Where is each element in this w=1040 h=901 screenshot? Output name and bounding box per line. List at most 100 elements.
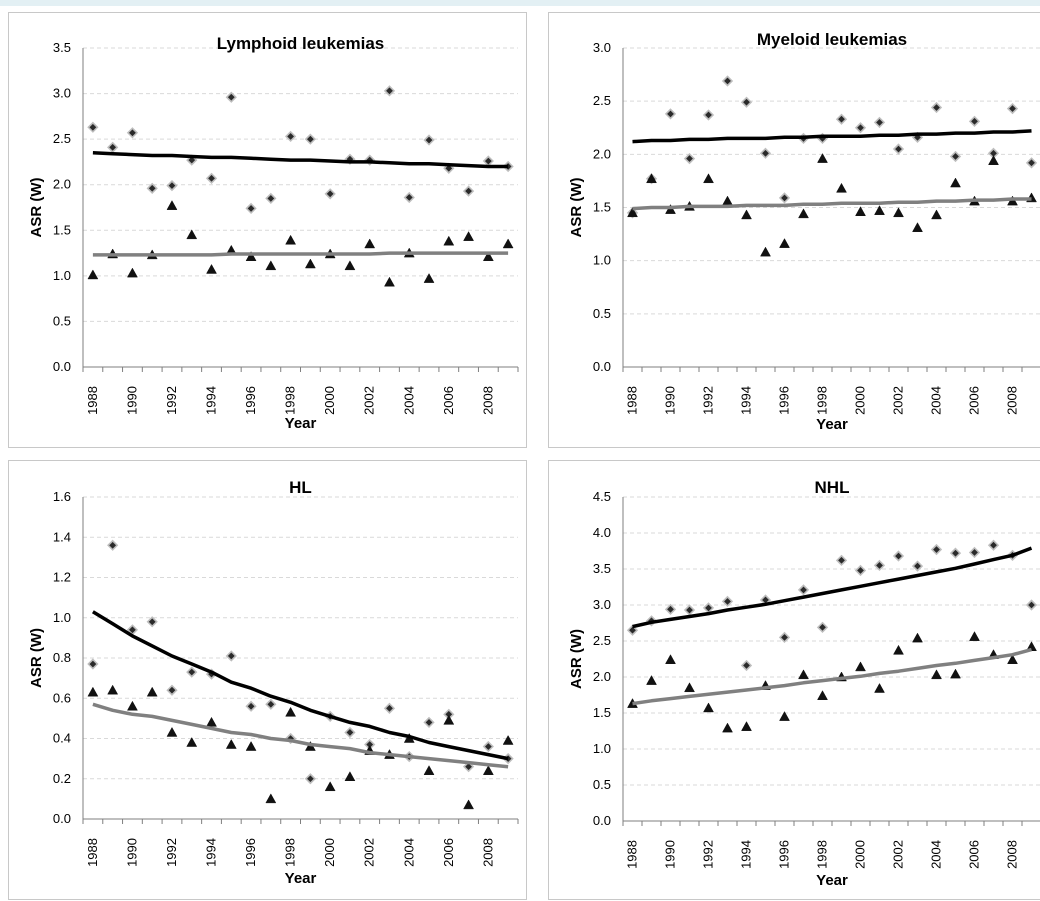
x-tick-label: 1988 bbox=[625, 840, 640, 869]
y-tick-label: 1.5 bbox=[593, 705, 611, 720]
diamond-point bbox=[664, 108, 677, 120]
triangle-point bbox=[186, 737, 198, 747]
diamond-point bbox=[968, 115, 981, 128]
y-tick-label: 1.0 bbox=[593, 741, 611, 756]
x-tick-label: 2000 bbox=[322, 386, 337, 415]
x-tick-label: 1990 bbox=[124, 838, 139, 867]
diamond-point bbox=[284, 130, 297, 143]
triangle-point bbox=[206, 716, 217, 727]
diamond-point bbox=[383, 702, 396, 714]
diamond-point bbox=[324, 188, 336, 200]
triangle-point bbox=[87, 686, 99, 697]
chart-panel-myeloid: 0.0 0.5 1.0 1.5 2.0 2.5 3.0 1988 1990 1992 1994 199… bbox=[548, 12, 1040, 448]
y-tick-label: 0.5 bbox=[593, 306, 611, 321]
diamond-point bbox=[186, 666, 198, 678]
x-tick-label: 2006 bbox=[441, 838, 456, 867]
y-tick-label: 2.5 bbox=[593, 633, 611, 648]
diamond-point bbox=[949, 547, 962, 559]
x-tick-label: 2004 bbox=[401, 838, 416, 867]
triangle-point bbox=[874, 205, 885, 215]
triangle-point bbox=[502, 238, 514, 249]
x-tick-label: 2004 bbox=[401, 386, 416, 415]
x-tick-label: 1998 bbox=[815, 840, 830, 869]
triangle-point bbox=[206, 263, 217, 274]
triangle-point bbox=[245, 251, 257, 261]
triangle-point bbox=[285, 706, 297, 717]
x-tick-label: 2006 bbox=[441, 386, 456, 415]
x-tick-label: 2006 bbox=[967, 840, 982, 869]
x-tick-label: 1988 bbox=[85, 386, 100, 415]
diamond-point bbox=[87, 658, 99, 670]
triangle-point bbox=[931, 669, 942, 680]
diamond-point bbox=[265, 698, 277, 710]
triangle-point bbox=[703, 173, 714, 184]
x-tick-label: 1992 bbox=[164, 386, 179, 415]
x-tick-label: 2008 bbox=[1005, 840, 1020, 869]
diamond-point bbox=[626, 624, 639, 636]
diamond-point bbox=[797, 584, 810, 596]
y-tick-label: 0.0 bbox=[53, 811, 71, 826]
triangle-point bbox=[166, 726, 178, 737]
diamond-point bbox=[854, 122, 867, 134]
triangle-point bbox=[502, 734, 514, 745]
y-tick-label: 1.2 bbox=[53, 570, 71, 585]
diamond-point bbox=[205, 172, 218, 184]
y-tick-label: 0.0 bbox=[593, 813, 611, 828]
diamond-point bbox=[740, 659, 753, 672]
triangle-point bbox=[265, 793, 277, 804]
triangle-point bbox=[423, 765, 435, 775]
trend-line bbox=[632, 197, 1032, 211]
triangle-point bbox=[87, 269, 99, 280]
x-tick-label: 1998 bbox=[283, 386, 298, 415]
diamond-point bbox=[702, 109, 715, 121]
y-tick-label: 1.0 bbox=[53, 268, 71, 283]
y-tick-label: 1.0 bbox=[593, 253, 611, 268]
diamond-point bbox=[740, 96, 753, 108]
triangle-point bbox=[127, 700, 138, 711]
y-tick-label: 2.0 bbox=[593, 146, 611, 161]
diamond-point bbox=[344, 726, 356, 739]
triangle-point bbox=[186, 229, 198, 240]
y-tick-label: 1.0 bbox=[53, 610, 71, 625]
diamond-point bbox=[778, 631, 791, 644]
chart-panel-hl: 0.0 0.2 0.4 0.6 0.8 1.0 1.2 1.4 1.6 1988 1990 1992 1… bbox=[8, 460, 527, 900]
triangle-point bbox=[817, 153, 828, 163]
triangle-point bbox=[443, 235, 455, 246]
triangle-point bbox=[855, 206, 866, 217]
diamond-point bbox=[873, 116, 886, 129]
trend-line bbox=[632, 546, 1033, 629]
y-tick-label: 4.0 bbox=[593, 525, 611, 540]
triangle-point bbox=[304, 258, 316, 269]
triangle-point bbox=[798, 208, 809, 219]
triangle-point bbox=[463, 231, 474, 241]
triangle-point bbox=[741, 721, 752, 731]
triangle-point bbox=[950, 668, 961, 679]
y-tick-label: 0.2 bbox=[53, 771, 71, 786]
triangle-point bbox=[423, 273, 435, 283]
diamond-point bbox=[225, 91, 237, 103]
diamond-point bbox=[721, 75, 734, 87]
x-tick-label: 1996 bbox=[777, 840, 792, 869]
triangle-point bbox=[443, 714, 455, 725]
diamond-point bbox=[892, 143, 905, 155]
triangle-point bbox=[127, 267, 138, 278]
trend-line bbox=[632, 647, 1032, 706]
diamond-point bbox=[835, 554, 848, 566]
y-tick-label: 1.6 bbox=[53, 489, 71, 504]
x-tick-label: 2000 bbox=[853, 840, 868, 869]
triangle-point bbox=[344, 260, 356, 271]
triangle-point bbox=[225, 739, 237, 749]
triangle-point bbox=[703, 702, 714, 713]
diamond-point bbox=[304, 133, 317, 145]
x-tick-label: 1994 bbox=[204, 386, 219, 415]
x-axis-title: Year bbox=[816, 872, 848, 889]
x-tick-label: 2006 bbox=[967, 386, 982, 415]
chart-title: Myeloid leukemias bbox=[757, 30, 907, 49]
triangle-point bbox=[893, 207, 904, 218]
diamond-point bbox=[911, 560, 924, 572]
x-tick-label: 2002 bbox=[362, 386, 377, 415]
triangle-point bbox=[646, 675, 657, 685]
y-tick-label: 0.4 bbox=[53, 731, 71, 746]
diamond-point bbox=[816, 621, 829, 633]
diamond-point bbox=[462, 185, 475, 197]
